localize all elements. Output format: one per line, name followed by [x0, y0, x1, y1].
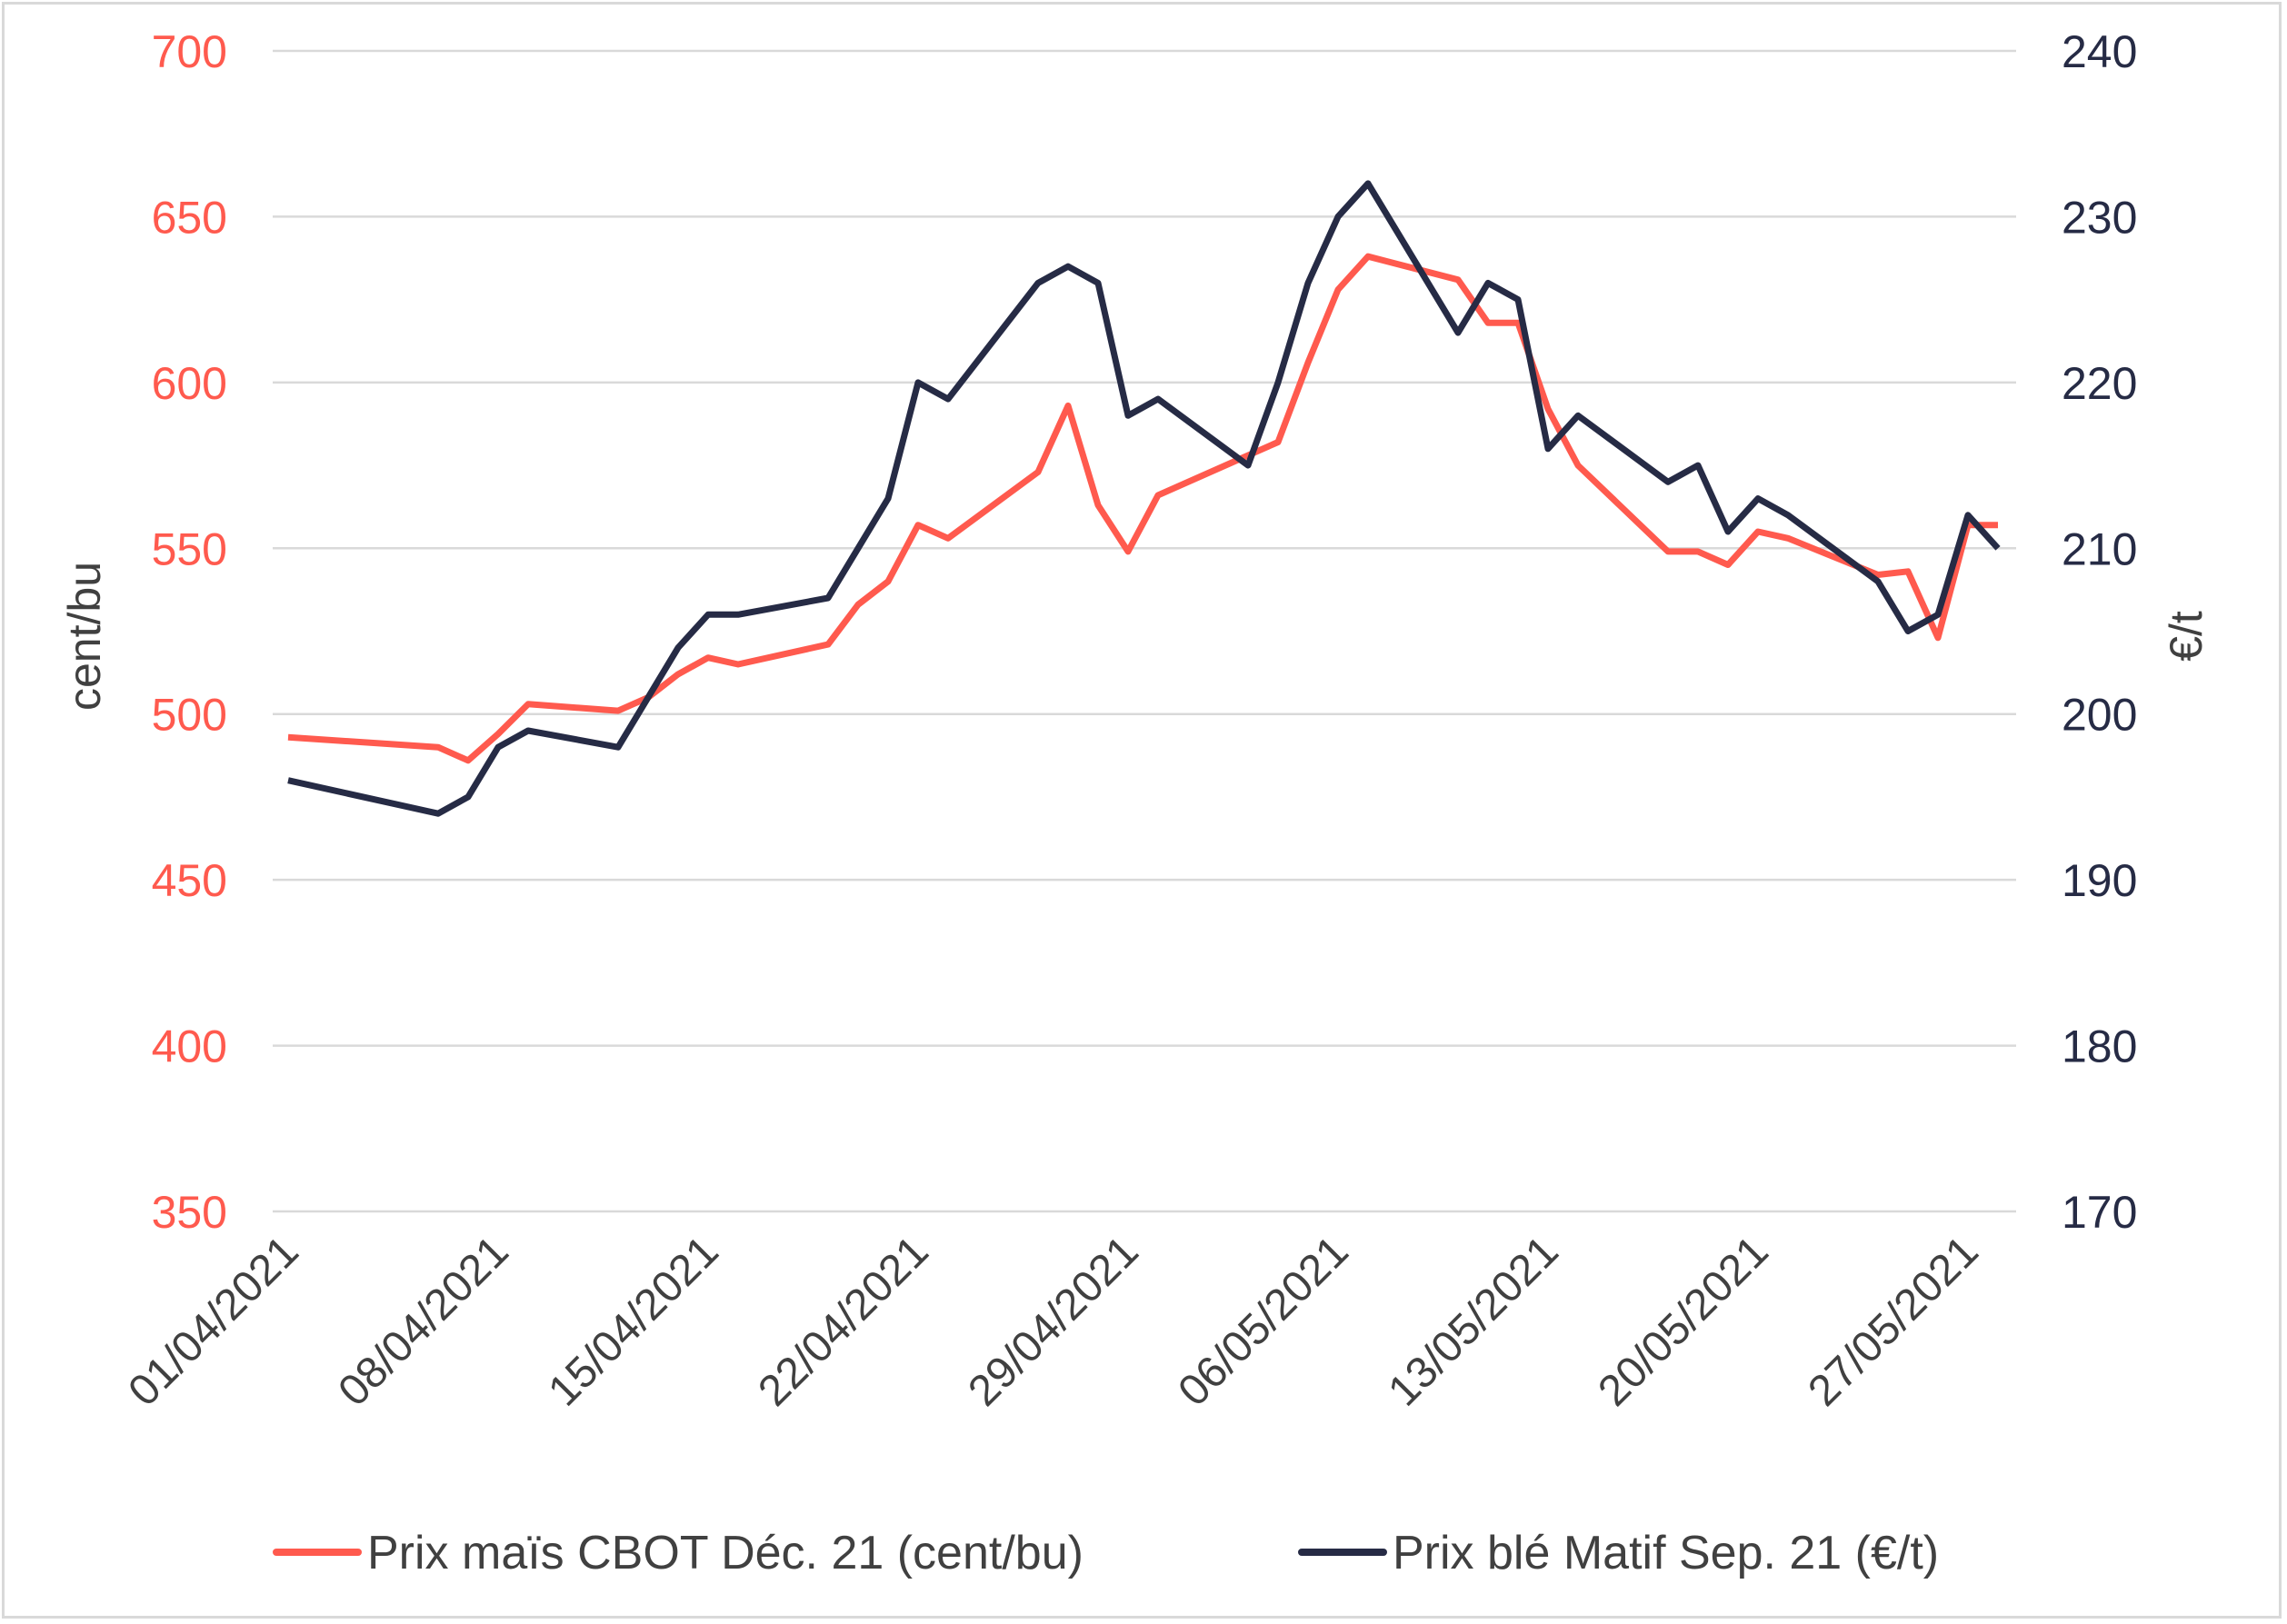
left-tick-label: 700	[152, 26, 227, 77]
x-tick-label: 29/04/2021	[959, 1227, 1147, 1415]
left-tick-label: 450	[152, 855, 227, 906]
left-tick-label: 400	[152, 1021, 227, 1072]
series-line-corn	[287, 253, 1998, 764]
right-axis-title: €/t	[2161, 611, 2212, 662]
legend: Prix maïs CBOT Déc. 21 (cent/bu) Prix bl…	[273, 1527, 1939, 1579]
series-line-wheat	[287, 180, 2001, 817]
x-tick-label: 15/04/2021	[539, 1227, 727, 1415]
x-tick-label: 27/05/2021	[1799, 1227, 1987, 1415]
right-tick-label: 220	[2062, 358, 2137, 409]
left-tick-label: 600	[152, 358, 227, 409]
x-tick-label: 22/04/2021	[749, 1227, 937, 1415]
right-tick-label: 200	[2062, 690, 2137, 741]
left-tick-label: 650	[152, 192, 227, 243]
left-axis-title: cent/bu	[59, 562, 110, 711]
right-tick-label: 190	[2062, 855, 2137, 906]
gridlines	[273, 49, 2016, 1213]
x-tick-label: 06/05/2021	[1169, 1227, 1357, 1415]
series-lines	[287, 180, 2001, 817]
left-axis-ticks: 350 400 450 500 550 600 650 700	[152, 26, 227, 1238]
right-axis-ticks: 170 180 190 200 210 220 230 240	[2062, 26, 2137, 1238]
right-tick-label: 210	[2062, 523, 2137, 574]
x-axis-ticks: 01/04/2021 08/04/2021 15/04/2021 22/04/2021…	[119, 1227, 1987, 1415]
legend-label-corn: Prix maïs CBOT Déc. 21 (cent/bu)	[367, 1527, 1084, 1579]
right-tick-label: 230	[2062, 192, 2137, 243]
left-tick-label: 500	[152, 690, 227, 741]
right-tick-label: 180	[2062, 1021, 2137, 1072]
x-tick-label: 08/04/2021	[329, 1227, 517, 1415]
x-tick-label: 01/04/2021	[119, 1227, 307, 1415]
left-tick-label: 550	[152, 523, 227, 574]
right-tick-label: 170	[2062, 1187, 2137, 1238]
right-tick-label: 240	[2062, 26, 2137, 77]
x-tick-label: 20/05/2021	[1589, 1227, 1777, 1415]
left-tick-label: 350	[152, 1187, 227, 1238]
x-tick-label: 13/05/2021	[1379, 1227, 1567, 1415]
legend-label-wheat: Prix blé Matif Sep. 21 (€/t)	[1393, 1527, 1939, 1579]
